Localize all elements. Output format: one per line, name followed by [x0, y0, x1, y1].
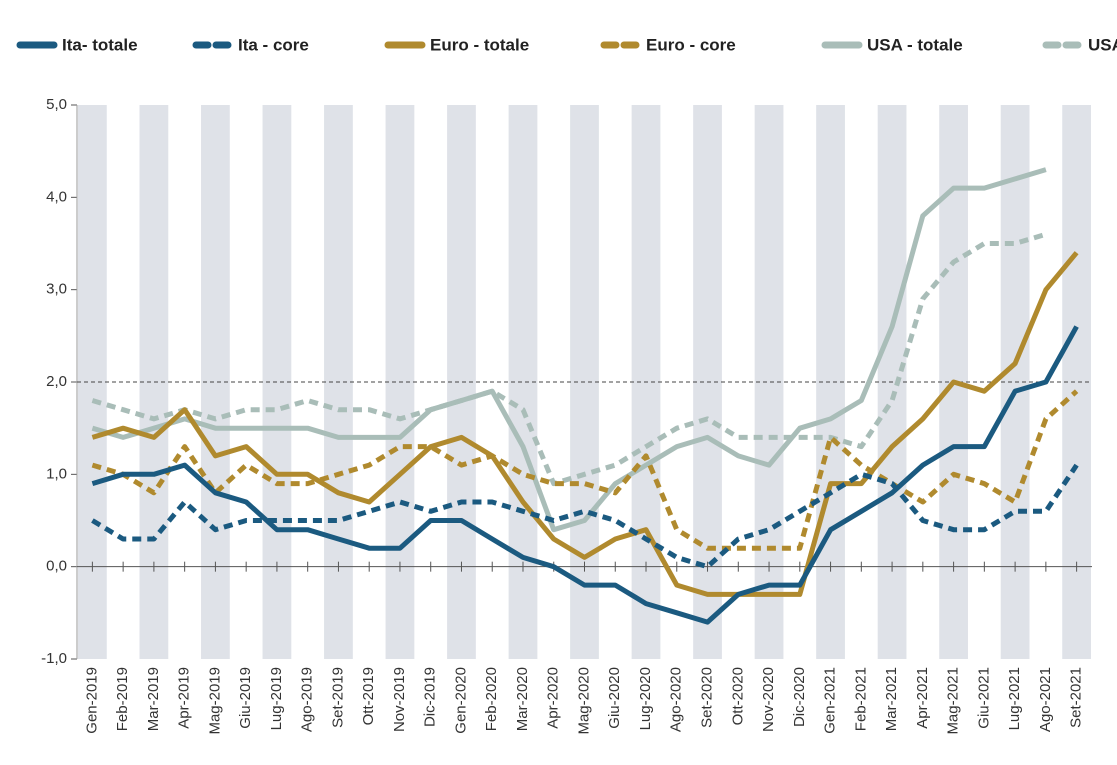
x-tick-label: Giu-2021 — [975, 667, 992, 729]
x-tick-label: Lug-2019 — [268, 667, 285, 730]
y-tick-label: 3,0 — [46, 281, 67, 298]
x-tick-label: Nov-2019 — [391, 667, 408, 732]
x-tick-label: Feb-2019 — [114, 667, 131, 731]
x-tick-label: Lug-2021 — [1006, 667, 1023, 730]
y-tick-label: 0,0 — [46, 558, 67, 575]
series-line — [91, 463, 1079, 570]
series-line — [91, 251, 1079, 597]
x-tick-label: Set-2019 — [329, 667, 346, 728]
legend-label: Ita- totale — [62, 35, 138, 54]
x-tick-label: Mag-2019 — [206, 667, 223, 735]
x-tick-label: Feb-2021 — [852, 667, 869, 731]
legend-label: Euro - totale — [430, 35, 529, 54]
series-line — [91, 231, 1047, 487]
x-tick-label: Ago-2020 — [668, 667, 685, 732]
x-tick-label: Apr-2021 — [914, 667, 931, 729]
legend-label: Euro - core — [646, 35, 736, 54]
x-tick-label: Gen-2019 — [83, 667, 100, 734]
series-line — [91, 389, 1079, 551]
legend-label: USA - core — [1088, 35, 1117, 54]
x-tick-label: Mar-2019 — [145, 667, 162, 731]
x-tick-label: Giu-2020 — [606, 667, 623, 729]
x-tick-label: Set-2021 — [1068, 667, 1085, 728]
x-tick-label: Set-2020 — [698, 667, 715, 728]
x-tick-label: Dic-2019 — [422, 667, 439, 727]
legend-label: Ita - core — [238, 35, 309, 54]
y-tick-label: 1,0 — [46, 465, 67, 482]
series-line — [91, 167, 1047, 533]
y-tick-label: 2,0 — [46, 373, 67, 390]
x-tick-label: Mag-2020 — [575, 667, 592, 735]
x-tick-label: Ott-2020 — [729, 667, 746, 725]
legend-label: USA - totale — [867, 35, 963, 54]
series-line — [91, 325, 1079, 625]
x-tick-label: Lug-2020 — [637, 667, 654, 730]
x-tick-label: Apr-2020 — [545, 667, 562, 729]
y-tick-label: 4,0 — [46, 188, 67, 205]
x-tick-label: Mar-2020 — [514, 667, 531, 731]
x-tick-label: Giu-2019 — [237, 667, 254, 729]
y-tick-label: -1,0 — [41, 650, 67, 667]
x-tick-label: Nov-2020 — [760, 667, 777, 732]
y-tick-label: 5,0 — [46, 96, 67, 113]
x-tick-label: Mag-2021 — [945, 667, 962, 735]
x-tick-label: Gen-2021 — [822, 667, 839, 734]
x-tick-label: Feb-2020 — [483, 667, 500, 731]
x-tick-label: Apr-2019 — [176, 667, 193, 729]
x-tick-label: Gen-2020 — [452, 667, 469, 734]
x-tick-label: Ott-2019 — [360, 667, 377, 725]
x-tick-label: Dic-2020 — [791, 667, 808, 727]
x-tick-label: Ago-2019 — [299, 667, 316, 732]
x-tick-label: Mar-2021 — [883, 667, 900, 731]
x-tick-label: Ago-2021 — [1037, 667, 1054, 732]
